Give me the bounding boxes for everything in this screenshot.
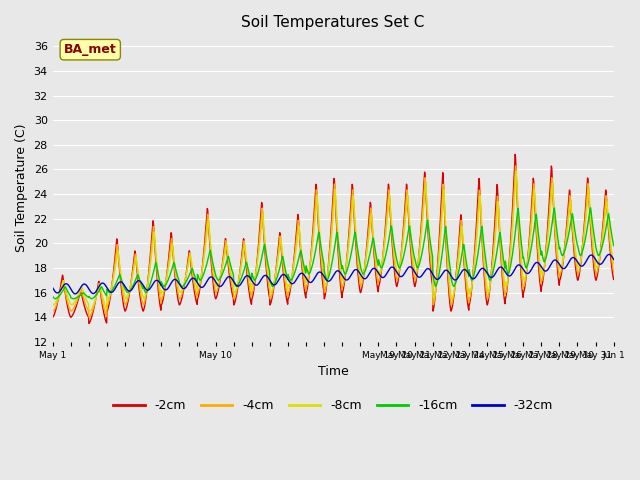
-16cm: [49, 294, 56, 300]
-16cm: [536, 241, 543, 247]
-2cm: [211, 293, 219, 299]
Legend: -2cm, -4cm, -8cm, -16cm, -32cm: -2cm, -4cm, -8cm, -16cm, -32cm: [108, 395, 558, 417]
-16cm: [610, 243, 618, 249]
-4cm: [49, 308, 56, 314]
-32cm: [605, 252, 613, 257]
-2cm: [262, 260, 269, 266]
-2cm: [85, 321, 93, 326]
-4cm: [536, 272, 544, 278]
Title: Soil Temperatures Set C: Soil Temperatures Set C: [241, 15, 425, 30]
-2cm: [474, 204, 481, 209]
Y-axis label: Soil Temperature (C): Soil Temperature (C): [15, 124, 28, 252]
-8cm: [610, 261, 618, 267]
-8cm: [161, 285, 168, 291]
-32cm: [49, 285, 56, 290]
Line: -4cm: -4cm: [52, 166, 614, 317]
-2cm: [49, 314, 56, 320]
-2cm: [536, 280, 544, 286]
-16cm: [211, 269, 219, 275]
-32cm: [474, 272, 481, 277]
-4cm: [161, 288, 168, 293]
-4cm: [211, 286, 219, 291]
-4cm: [610, 269, 618, 275]
-8cm: [211, 277, 219, 283]
-2cm: [161, 290, 168, 296]
-32cm: [211, 277, 219, 283]
-32cm: [536, 262, 543, 267]
-16cm: [70, 296, 77, 301]
-4cm: [150, 226, 157, 231]
-8cm: [49, 301, 56, 307]
-8cm: [86, 308, 93, 314]
-16cm: [587, 205, 595, 211]
-4cm: [512, 163, 520, 169]
Line: -8cm: -8cm: [52, 171, 614, 311]
-8cm: [262, 248, 269, 253]
-2cm: [610, 276, 618, 282]
-32cm: [72, 291, 79, 297]
-32cm: [610, 256, 618, 262]
-2cm: [511, 151, 519, 157]
-32cm: [161, 287, 168, 292]
-8cm: [536, 263, 544, 268]
X-axis label: Time: Time: [318, 365, 349, 379]
-32cm: [150, 280, 157, 286]
Line: -16cm: -16cm: [52, 208, 614, 299]
-4cm: [474, 217, 481, 223]
Line: -2cm: -2cm: [52, 154, 614, 324]
-4cm: [262, 254, 269, 260]
Line: -32cm: -32cm: [52, 254, 614, 294]
-8cm: [474, 227, 481, 232]
-8cm: [513, 168, 520, 174]
-32cm: [262, 273, 269, 278]
-4cm: [85, 314, 93, 320]
-16cm: [262, 249, 269, 254]
-16cm: [150, 268, 157, 274]
-16cm: [474, 254, 481, 260]
-8cm: [150, 231, 157, 237]
-2cm: [150, 226, 157, 232]
Text: BA_met: BA_met: [64, 43, 116, 56]
-16cm: [161, 284, 168, 289]
